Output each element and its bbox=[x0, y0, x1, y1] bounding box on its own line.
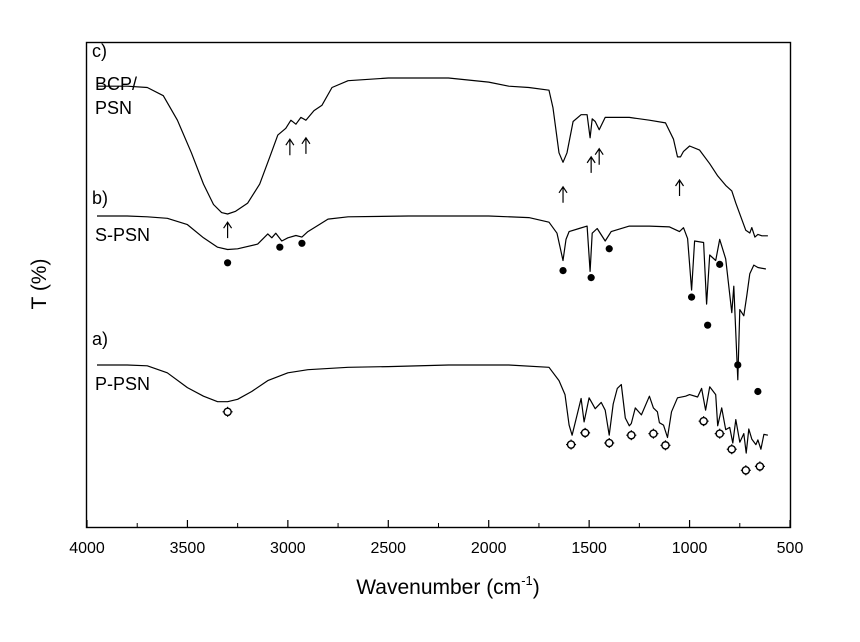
x-tick-label: 2500 bbox=[370, 540, 406, 557]
panel-label: a) bbox=[92, 329, 108, 349]
band-arrow bbox=[675, 178, 685, 196]
band-arrow bbox=[223, 221, 233, 239]
x-axis-tick-labels: 4000 3500 3000 2500 2000 1500 1000 500 bbox=[69, 540, 803, 557]
spectrum-0 bbox=[97, 77, 768, 238]
band-ring bbox=[566, 439, 577, 450]
band-dot bbox=[687, 293, 696, 301]
band-ring bbox=[580, 427, 591, 438]
x-axis-title-tail: ) bbox=[533, 576, 540, 599]
series-name-line: PSN bbox=[95, 98, 132, 118]
band-ring bbox=[698, 416, 709, 427]
band-ring bbox=[754, 461, 765, 472]
spectra bbox=[97, 77, 769, 454]
band-ring bbox=[626, 430, 637, 441]
x-tick-label: 2000 bbox=[471, 540, 507, 557]
y-axis-title: T (%) bbox=[28, 259, 51, 310]
panel-label: c) bbox=[92, 41, 107, 61]
band-ring bbox=[660, 440, 671, 451]
series-name-line: BCP/ bbox=[95, 74, 137, 94]
band-arrow bbox=[558, 185, 568, 203]
x-axis-title: Wavenumber (cm-1) bbox=[356, 573, 540, 599]
series-name: S-PSN bbox=[95, 225, 150, 245]
band-dot bbox=[559, 267, 567, 275]
x-axis-title-main: Wavenumber (cm bbox=[356, 576, 521, 599]
x-tick-label: 3500 bbox=[170, 540, 206, 557]
x-tick-label: 4000 bbox=[69, 540, 105, 557]
x-tick-label: 1500 bbox=[571, 540, 607, 557]
x-tick-label: 1000 bbox=[672, 540, 708, 557]
spectrum-2 bbox=[97, 364, 769, 454]
band-arrow bbox=[594, 147, 604, 165]
band-ring bbox=[726, 444, 737, 455]
band-dot bbox=[605, 245, 613, 253]
band-arrow bbox=[285, 138, 295, 156]
spectrum-1 bbox=[97, 215, 767, 381]
band-ring bbox=[740, 465, 751, 476]
band-arrow bbox=[586, 155, 596, 173]
band-ring bbox=[604, 438, 615, 448]
band-ring bbox=[648, 428, 659, 439]
curve-labels: c) BCP/PSN b) S-PSN a) P-PSN bbox=[92, 41, 150, 394]
x-tick-label: 3000 bbox=[270, 540, 306, 557]
plot-frame bbox=[85, 41, 792, 529]
band-dot bbox=[716, 260, 724, 268]
x-tick-label: 500 bbox=[777, 540, 804, 557]
panel-label: b) bbox=[92, 188, 108, 208]
band-dot bbox=[754, 387, 762, 396]
band-dot bbox=[587, 274, 595, 282]
band-ring bbox=[714, 428, 725, 439]
band-ring bbox=[222, 406, 233, 417]
band-markers bbox=[222, 136, 765, 476]
series-name: P-PSN bbox=[95, 374, 150, 394]
band-arrow bbox=[301, 136, 311, 154]
band-dot bbox=[276, 243, 284, 251]
band-dot bbox=[224, 259, 232, 267]
band-dot bbox=[704, 321, 712, 329]
x-axis-title-superscript: -1 bbox=[521, 573, 533, 588]
x-axis-ticks bbox=[86, 520, 791, 527]
band-dot bbox=[734, 361, 742, 369]
band-dot bbox=[298, 239, 306, 247]
